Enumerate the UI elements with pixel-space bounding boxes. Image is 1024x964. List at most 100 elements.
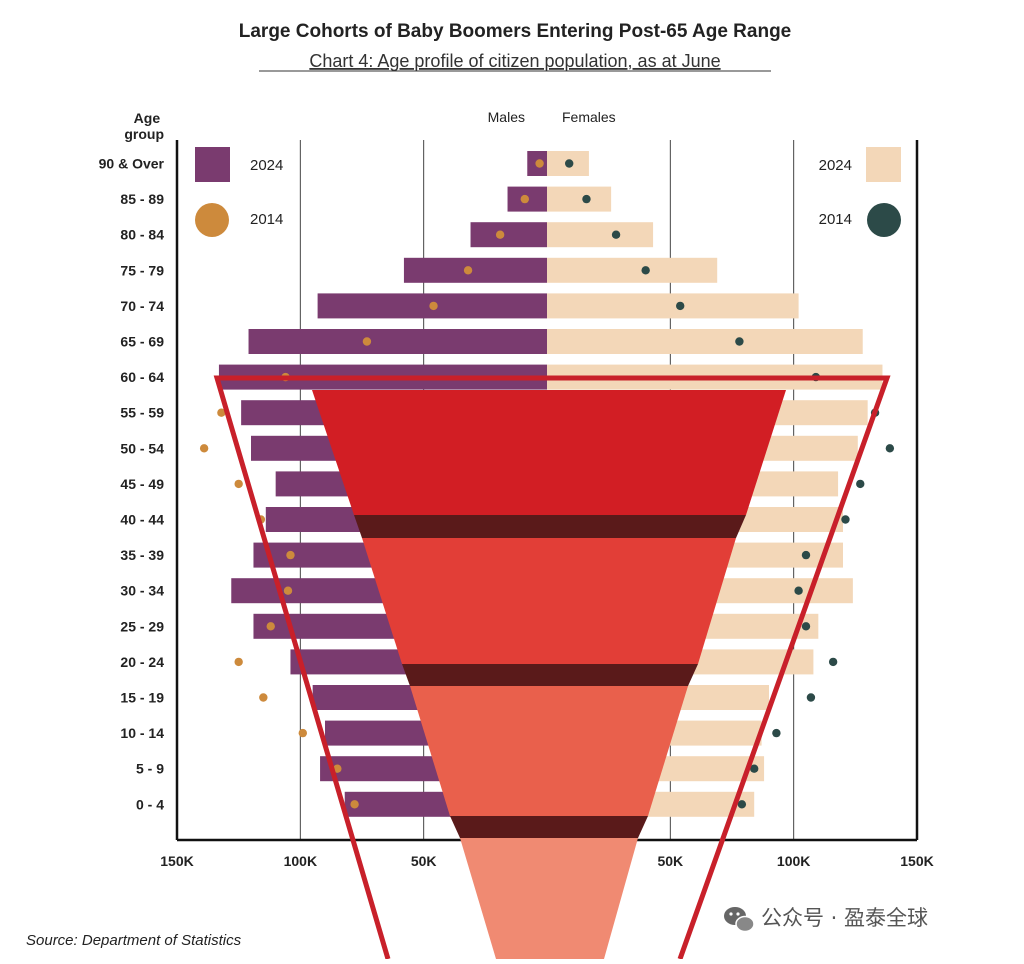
dot-females-2014-8 bbox=[885, 444, 895, 453]
x-tick-label-0: 150K bbox=[160, 853, 193, 869]
dot-females-2014-4 bbox=[676, 301, 685, 311]
funnel-overlay bbox=[213, 375, 891, 960]
dots bbox=[199, 159, 895, 809]
watermark-text: 公众号 · 盈泰全球 bbox=[761, 906, 928, 930]
dot-males-2014-17 bbox=[333, 764, 342, 773]
dot-males-2014-5 bbox=[362, 337, 372, 346]
funnel-segment-1 bbox=[312, 390, 786, 515]
x-tick-label-2: 50K bbox=[411, 853, 437, 869]
funnel-divider-3 bbox=[450, 816, 648, 838]
source-note: Source: Department of Statistics bbox=[26, 932, 242, 949]
highlight-outline bbox=[213, 375, 891, 960]
bar-females-2024-2 bbox=[547, 222, 654, 248]
bar-females-2024-4 bbox=[547, 293, 799, 319]
dot-females-2014-16 bbox=[772, 728, 781, 738]
dot-females-2014-17 bbox=[750, 764, 759, 773]
age-label-12: 30 - 34 bbox=[120, 583, 164, 599]
dot-females-2014-10 bbox=[841, 515, 850, 524]
age-label-13: 25 - 29 bbox=[120, 618, 164, 634]
yaxis-title-line-1: Age bbox=[134, 110, 161, 126]
age-label-15: 15 - 19 bbox=[120, 690, 164, 706]
dot-females-2014-15 bbox=[806, 693, 816, 702]
age-label-3: 75 - 79 bbox=[120, 262, 164, 278]
age-label-11: 35 - 39 bbox=[120, 547, 164, 563]
watermark: 公众号 · 盈泰全球 bbox=[724, 906, 928, 933]
legend-left-2014-swatch bbox=[195, 203, 229, 237]
dot-males-2014-2 bbox=[495, 230, 505, 239]
legend-right-2024-swatch bbox=[866, 147, 901, 182]
chart-subtitle: Chart 4: Age profile of citizen populati… bbox=[309, 51, 720, 71]
dot-males-2014-18 bbox=[350, 800, 359, 809]
dot-females-2014-2 bbox=[611, 230, 621, 239]
dot-males-2014-14 bbox=[234, 657, 243, 667]
dot-males-2014-11 bbox=[286, 550, 295, 560]
dot-males-2014-15 bbox=[259, 693, 268, 702]
funnel-segment-4 bbox=[460, 838, 638, 959]
age-label-4: 70 - 74 bbox=[120, 298, 164, 314]
age-label-14: 20 - 24 bbox=[120, 654, 164, 670]
bar-males-2024-2 bbox=[470, 222, 547, 248]
age-label-10: 40 - 44 bbox=[120, 512, 164, 528]
x-tick-label-6: 150K bbox=[900, 853, 933, 869]
dot-males-2014-7 bbox=[217, 408, 226, 417]
dot-males-2014-0 bbox=[535, 159, 544, 168]
legend-left-2014-label: 2014 bbox=[250, 211, 283, 228]
legend: 2024 2014 2024 2014 bbox=[195, 147, 901, 237]
age-label-1: 85 - 89 bbox=[120, 191, 164, 207]
legend-left-2024-swatch bbox=[195, 147, 230, 182]
age-label-8: 50 - 54 bbox=[120, 440, 164, 456]
dot-males-2014-4 bbox=[429, 301, 438, 311]
legend-right-2014-label: 2014 bbox=[819, 211, 852, 228]
dot-males-2014-13 bbox=[266, 622, 275, 631]
x-tick-label-4: 50K bbox=[657, 853, 683, 869]
wechat-icon bbox=[724, 907, 755, 933]
yaxis-title-line-2: group bbox=[124, 126, 164, 142]
bar-females-2024-1 bbox=[547, 186, 612, 212]
age-label-2: 80 - 84 bbox=[120, 227, 164, 243]
bar-males-2024-3 bbox=[403, 257, 547, 283]
age-label-7: 55 - 59 bbox=[120, 405, 164, 421]
bar-females-2024-3 bbox=[547, 257, 718, 283]
age-label-18: 0 - 4 bbox=[136, 796, 164, 812]
dot-males-2014-9 bbox=[234, 479, 243, 489]
age-label-0: 90 & Over bbox=[99, 156, 165, 172]
age-group-labels: 90 & Over 85 - 89 80 - 84 75 - 79 70 - 74 65 … bbox=[99, 156, 165, 813]
x-tick-label-1: 100K bbox=[284, 853, 317, 869]
dot-females-2014-3 bbox=[641, 266, 650, 275]
x-tick-label-5: 100K bbox=[777, 853, 810, 869]
bar-females-2024-5 bbox=[547, 329, 863, 354]
funnel-segment-3 bbox=[410, 686, 688, 816]
funnel-divider-1 bbox=[354, 515, 746, 538]
dot-females-2014-5 bbox=[735, 337, 744, 346]
dot-males-2014-12 bbox=[283, 586, 293, 595]
dot-females-2014-9 bbox=[856, 479, 865, 489]
legend-right-2014-swatch bbox=[867, 203, 901, 237]
age-label-17: 5 - 9 bbox=[136, 761, 164, 777]
yaxis-title: Age group bbox=[124, 110, 164, 142]
dot-males-2014-1 bbox=[520, 194, 529, 204]
dot-females-2014-0 bbox=[565, 159, 574, 168]
dot-females-2014-14 bbox=[828, 657, 838, 667]
males-label: Males bbox=[488, 109, 525, 125]
bar-males-2024-5 bbox=[248, 329, 548, 354]
age-label-16: 10 - 14 bbox=[120, 725, 164, 741]
age-label-9: 45 - 49 bbox=[120, 476, 164, 492]
x-tick-labels: 150K 100K 50K 50K 100K 150K bbox=[160, 853, 933, 869]
females-label: Females bbox=[562, 109, 616, 125]
funnel-divider-2 bbox=[402, 664, 698, 686]
dot-females-2014-13 bbox=[801, 622, 811, 631]
dot-females-2014-12 bbox=[794, 586, 803, 595]
legend-right-2024-label: 2024 bbox=[819, 157, 852, 174]
dot-females-2014-11 bbox=[801, 550, 811, 560]
age-label-6: 60 - 64 bbox=[120, 369, 164, 385]
dot-males-2014-8 bbox=[199, 444, 209, 453]
dot-females-2014-1 bbox=[582, 194, 591, 204]
funnel-segment-2 bbox=[362, 538, 736, 664]
age-label-5: 65 - 69 bbox=[120, 334, 164, 350]
dot-females-2014-18 bbox=[737, 800, 747, 809]
legend-left-2024-label: 2024 bbox=[250, 157, 283, 174]
chart-title: Large Cohorts of Baby Boomers Entering P… bbox=[239, 21, 792, 42]
dot-males-2014-3 bbox=[463, 266, 473, 275]
